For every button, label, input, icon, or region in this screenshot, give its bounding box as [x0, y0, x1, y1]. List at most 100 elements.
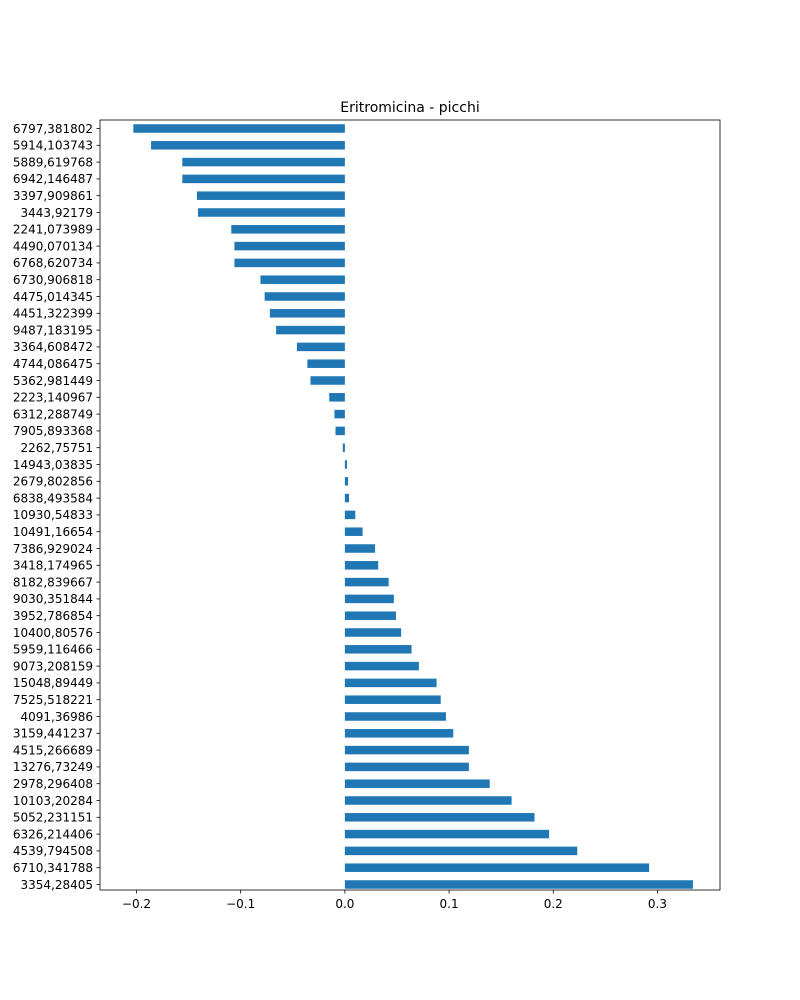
- bar: [310, 376, 345, 385]
- bar: [335, 426, 345, 436]
- bar: [344, 544, 376, 553]
- y-tick-label: 6768,620734: [13, 256, 93, 270]
- bar: [344, 628, 402, 637]
- bar: [344, 880, 693, 889]
- bar: [344, 577, 389, 587]
- bar: [344, 745, 469, 755]
- y-tick-label: 5959,116466: [13, 643, 93, 657]
- bar: [344, 493, 350, 503]
- y-tick-label: 5914,103743: [13, 139, 93, 153]
- bar: [231, 225, 345, 234]
- y-tick-label: 3418,174965: [13, 559, 93, 573]
- bar: [344, 611, 396, 620]
- y-tick-label: 14943,03835: [13, 458, 93, 472]
- y-tick-label: 5889,619768: [13, 155, 93, 169]
- x-tick-label: −0.1: [226, 897, 255, 911]
- bar: [344, 594, 394, 604]
- y-tick-label: 6942,146487: [13, 172, 93, 186]
- bar: [344, 863, 650, 872]
- y-tick-label: 4744,086475: [13, 357, 93, 371]
- y-tick-label: 5362,981449: [13, 374, 93, 388]
- bar: [344, 846, 578, 856]
- bar: [344, 527, 363, 536]
- bar: [344, 510, 356, 520]
- bar: [344, 779, 490, 788]
- y-tick-label: 10491,16654: [13, 525, 93, 539]
- y-tick-label: 6797,381802: [13, 122, 93, 136]
- x-tick-label: 0.3: [648, 897, 667, 911]
- y-tick-label: 3354,28405: [20, 878, 93, 892]
- bar: [234, 241, 345, 251]
- y-tick-label: 13276,73249: [13, 760, 93, 774]
- bar: [344, 477, 348, 486]
- y-tick-label: 4475,014345: [13, 290, 93, 304]
- x-tick-label: 0.0: [335, 897, 354, 911]
- bar: [344, 661, 419, 671]
- y-tick-label: 6710,341788: [13, 861, 93, 875]
- bar: [334, 409, 345, 419]
- y-tick-label: 9487,183195: [13, 323, 93, 337]
- bar: [296, 342, 345, 352]
- y-tick-label: 6838,493584: [13, 491, 93, 505]
- bar: [269, 309, 345, 318]
- y-tick-label: 3952,786854: [13, 609, 93, 623]
- y-tick-label: 5052,231151: [13, 811, 93, 825]
- y-tick-label: 9030,351844: [13, 592, 93, 606]
- bar: [182, 157, 345, 167]
- x-tick-label: −0.2: [122, 897, 151, 911]
- y-tick-label: 10930,54833: [13, 508, 93, 522]
- bar: [344, 561, 379, 570]
- y-tick-label: 7386,929024: [13, 542, 93, 556]
- bar: [344, 645, 412, 654]
- bar: [344, 762, 469, 772]
- y-tick-label: 4091,36986: [20, 710, 93, 724]
- chart-title: Eritromicina - picchi: [340, 100, 479, 116]
- bar: [344, 678, 437, 688]
- x-axis-ticks: −0.2 −0.1 0.0 0.1 0.2 0.3: [122, 890, 667, 911]
- y-tick-label: 6326,214406: [13, 827, 93, 841]
- y-tick-label: 2978,296408: [13, 777, 93, 791]
- y-tick-label: 6312,288749: [13, 407, 93, 421]
- y-axis-ticks: 6797,381802 5914,103743 5889,619768 6942,14…: [13, 122, 100, 892]
- y-tick-label: 3364,608472: [13, 340, 93, 354]
- bar: [342, 443, 345, 452]
- bar: [344, 796, 512, 805]
- bar: [264, 292, 345, 301]
- bar: [344, 712, 446, 721]
- y-tick-label: 10103,20284: [13, 794, 93, 808]
- y-tick-label: 2241,073989: [13, 223, 93, 237]
- y-tick-label: 3443,92179: [20, 206, 93, 220]
- bar: [133, 124, 345, 133]
- y-tick-label: 2223,140967: [13, 391, 93, 405]
- y-tick-label: 10400,80576: [13, 626, 93, 640]
- y-tick-label: 4451,322399: [13, 307, 93, 321]
- y-tick-label: 7525,518221: [13, 693, 93, 707]
- bar: [329, 393, 345, 402]
- plot-frame: [99, 119, 721, 891]
- y-tick-label: 6730,906818: [13, 273, 93, 287]
- x-tick-label: 0.1: [440, 897, 459, 911]
- y-tick-label: 2679,802856: [13, 475, 93, 489]
- bar: [344, 813, 535, 822]
- bar: [234, 258, 345, 268]
- y-tick-label: 3159,441237: [13, 727, 93, 741]
- bar: [197, 208, 345, 217]
- bar: [196, 191, 345, 200]
- y-tick-label: 4490,070134: [13, 239, 93, 253]
- bar: [344, 829, 550, 839]
- y-tick-label: 8182,839667: [13, 575, 93, 589]
- bar: [260, 275, 345, 284]
- bar: [276, 325, 345, 335]
- bar: [344, 729, 454, 738]
- bar: [182, 174, 345, 184]
- bar: [307, 359, 345, 368]
- y-tick-label: 4515,266689: [13, 743, 93, 757]
- bar: [344, 695, 441, 704]
- y-tick-label: 2262,75751: [20, 441, 93, 455]
- bar: [344, 460, 347, 469]
- y-tick-label: 7905,893368: [13, 424, 93, 438]
- bars-layer: [133, 124, 693, 889]
- x-tick-label: 0.2: [544, 897, 563, 911]
- y-tick-label: 9073,208159: [13, 659, 93, 673]
